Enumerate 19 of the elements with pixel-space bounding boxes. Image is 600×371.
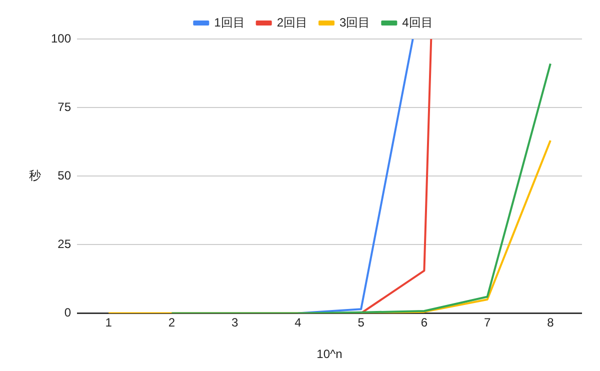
y-axis-title: 秒 (29, 168, 41, 182)
x-tick-label: 7 (484, 316, 491, 330)
y-tick-label: 0 (64, 306, 72, 320)
x-tick-label: 2 (168, 316, 176, 330)
x-tick-label: 3 (231, 316, 238, 330)
x-tick-label: 5 (358, 316, 365, 330)
x-tick-label: 1 (105, 316, 112, 330)
y-tick-label: 100 (50, 31, 72, 46)
x-tick-label: 8 (547, 316, 554, 330)
y-tick-label: 25 (58, 236, 72, 251)
x-tick-label: 4 (294, 316, 302, 330)
legend-label: 3回目 (340, 15, 370, 30)
legend-label: 2回目 (276, 15, 308, 30)
y-tick-label: 50 (58, 168, 72, 182)
y-tick-label: 75 (58, 100, 72, 114)
legend-label: 4回目 (402, 15, 433, 30)
x-tick-label: 6 (420, 316, 428, 330)
legend-label: 1回目 (214, 15, 245, 30)
x-axis-title: 10^n (316, 347, 342, 362)
